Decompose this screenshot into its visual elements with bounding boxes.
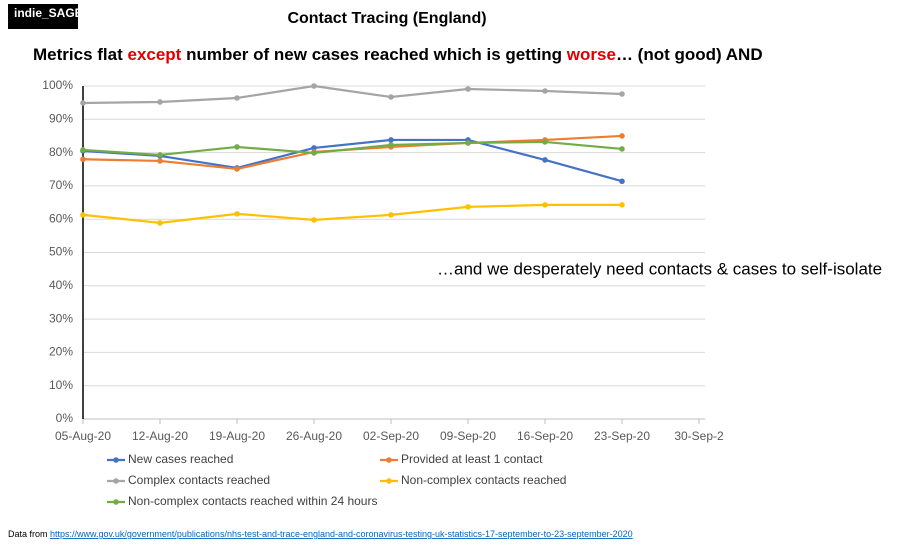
- y-tick-label: 50%: [49, 245, 73, 259]
- series-marker: [80, 147, 86, 153]
- subtitle: Metrics flat except number of new cases …: [33, 45, 763, 64]
- x-tick-label: 19-Aug-20: [209, 429, 265, 443]
- series-marker: [388, 137, 394, 143]
- y-tick-label: 0%: [56, 411, 74, 425]
- series-marker: [619, 146, 625, 152]
- y-tick-label: 80%: [49, 145, 73, 159]
- series-marker: [465, 86, 471, 92]
- series-marker: [542, 88, 548, 94]
- series-marker: [388, 212, 394, 218]
- series-marker: [234, 166, 240, 172]
- series-marker: [388, 142, 394, 148]
- subtitle-part: except: [127, 45, 181, 64]
- y-tick-label: 20%: [49, 345, 73, 359]
- series-line: [82, 138, 623, 183]
- series-marker: [157, 220, 163, 226]
- series-line: [82, 203, 622, 224]
- x-tick-label: 05-Aug-20: [55, 429, 111, 443]
- footer-prefix: Data from: [8, 529, 50, 539]
- subtitle-part: worse: [566, 45, 616, 64]
- y-tick-label: 40%: [49, 278, 73, 292]
- subtitle-part: Metrics flat: [33, 45, 127, 64]
- series-marker: [619, 133, 625, 139]
- legend-marker: [386, 457, 392, 463]
- y-tick-label: 90%: [49, 111, 73, 125]
- series-marker: [157, 152, 163, 158]
- legend-label: New cases reached: [128, 452, 233, 466]
- y-tick-label: 100%: [42, 78, 73, 92]
- series-marker: [157, 158, 163, 164]
- y-tick-label: 30%: [49, 311, 73, 325]
- footer-link[interactable]: https://www.gov.uk/government/publicatio…: [50, 529, 633, 539]
- legend-label: Non-complex contacts reached within 24 h…: [128, 494, 377, 508]
- series-marker: [465, 140, 471, 146]
- series-marker: [311, 150, 317, 156]
- series-marker: [234, 95, 240, 101]
- series-line: [82, 84, 623, 105]
- series-marker: [542, 202, 548, 208]
- footer: Data from https://www.gov.uk/government/…: [8, 529, 633, 539]
- series-marker: [465, 204, 471, 210]
- series-marker: [80, 156, 86, 163]
- legend-label: Provided at least 1 contact: [401, 452, 543, 466]
- series-marker: [388, 94, 394, 100]
- legend-marker: [113, 457, 119, 463]
- series-marker: [80, 212, 86, 218]
- legend-marker: [113, 499, 119, 505]
- series-marker: [234, 211, 240, 217]
- logo-box: [8, 4, 78, 29]
- series-marker: [157, 99, 163, 105]
- series-marker: [619, 202, 625, 208]
- series-marker: [80, 100, 86, 106]
- annotation: …and we desperately need contacts & case…: [437, 259, 882, 278]
- chart-title: Contact Tracing (England): [287, 10, 486, 27]
- y-tick-label: 10%: [49, 378, 73, 392]
- series-line: [82, 140, 623, 157]
- series-marker: [619, 178, 625, 185]
- subtitle-part: … (not good) AND: [616, 45, 763, 64]
- x-tick-label: 12-Aug-20: [132, 429, 188, 443]
- x-tick-label: 26-Aug-20: [286, 429, 342, 443]
- series-marker: [619, 91, 625, 97]
- series-marker: [542, 139, 548, 145]
- x-tick-label: 09-Sep-20: [440, 429, 496, 443]
- x-tick-label: 02-Sep-20: [363, 429, 419, 443]
- series-marker: [311, 145, 317, 151]
- legend-label: Non-complex contacts reached: [401, 473, 566, 487]
- y-tick-label: 60%: [49, 211, 73, 225]
- legend-marker: [113, 478, 119, 484]
- series-marker: [234, 144, 240, 150]
- subtitle-part: number of new cases reached which is get…: [181, 45, 566, 64]
- series-marker: [311, 217, 317, 223]
- x-tick-label: 23-Sep-20: [594, 429, 650, 443]
- y-tick-label: 70%: [49, 178, 73, 192]
- legend-marker: [386, 478, 392, 484]
- logo: indie_SAGE: [14, 6, 83, 20]
- legend-label: Complex contacts reached: [128, 473, 270, 487]
- x-tick-label: 16-Sep-20: [517, 429, 573, 443]
- series-marker: [311, 83, 317, 89]
- x-tick-label: 30-Sep-2: [674, 429, 724, 443]
- series-marker: [542, 157, 548, 163]
